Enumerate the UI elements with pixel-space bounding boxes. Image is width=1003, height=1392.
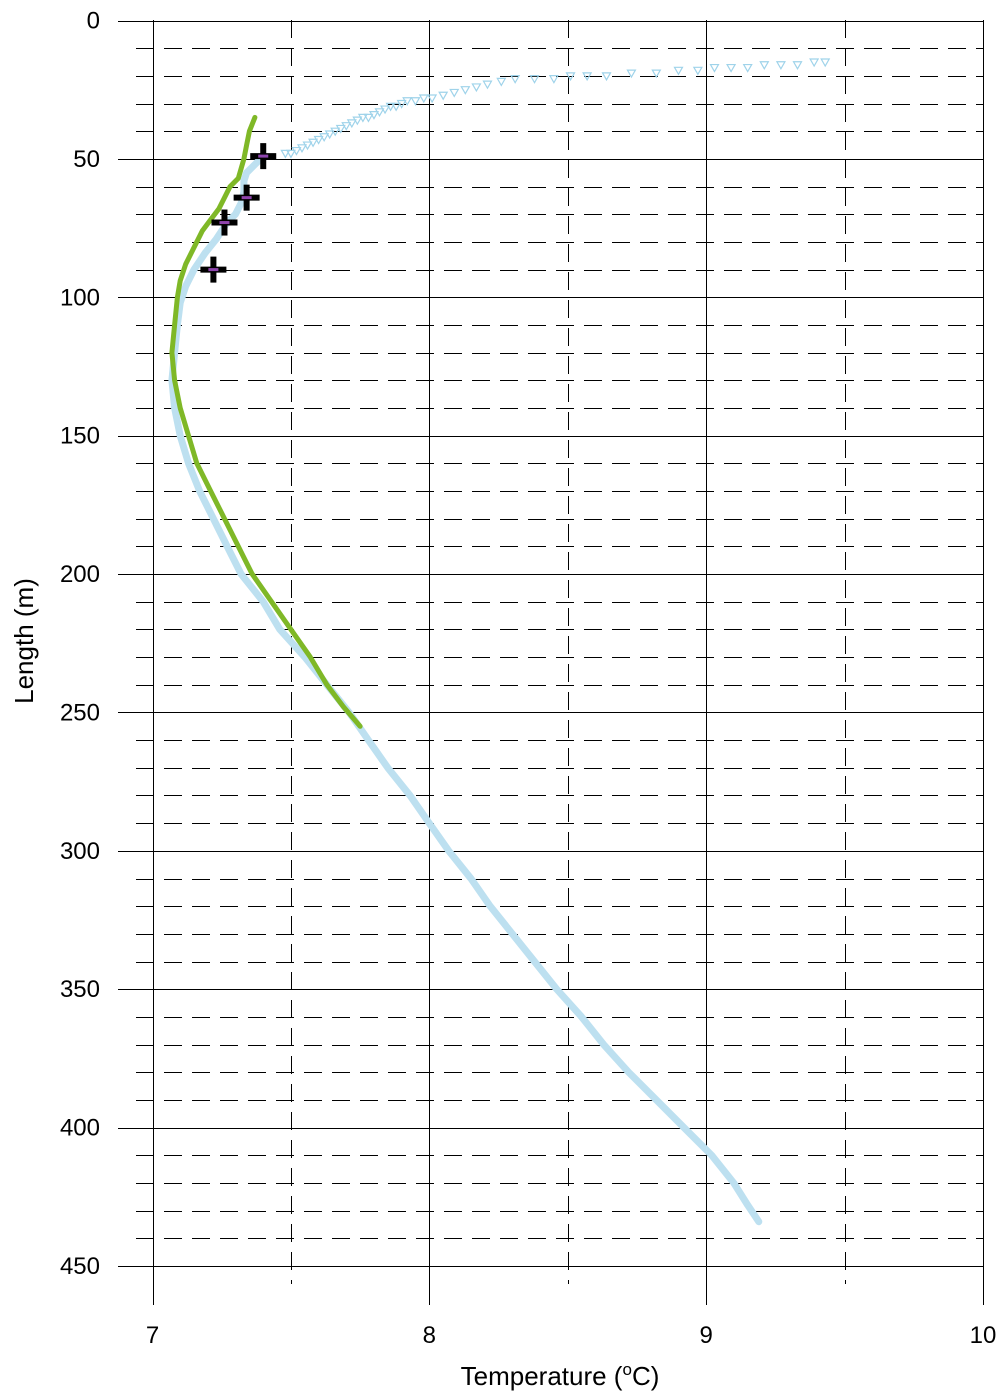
y-tick-label: 200 (60, 561, 100, 588)
x-tick-label: 9 (699, 1322, 712, 1349)
series-1-marker (792, 61, 803, 70)
series-1-marker (565, 72, 576, 82)
x-tick-label: 10 (970, 1322, 997, 1349)
y-axis-title: Length (m) (9, 578, 39, 704)
series-0-line (168, 152, 763, 1226)
series-1-marker (438, 91, 449, 101)
series-1-marker (601, 72, 612, 82)
series-1-marker (410, 97, 421, 106)
y-tick-label: 100 (60, 284, 100, 311)
series-1-marker (418, 94, 429, 104)
y-tick-label: 0 (87, 8, 100, 35)
series-1-marker (363, 113, 374, 123)
series-1-marker (285, 149, 296, 159)
x-tick-label: 7 (146, 1322, 159, 1349)
series-1-marker (496, 77, 507, 87)
series-3-marker (200, 256, 227, 283)
series-1-marker (775, 61, 786, 70)
series-1-marker (548, 75, 559, 84)
series-1-marker (427, 94, 438, 104)
series-1-marker (482, 80, 493, 90)
y-tick-label: 450 (60, 1253, 100, 1280)
x-axis-title: Temperature (oC) (461, 1360, 660, 1391)
series-1-marker (471, 83, 482, 93)
x-tick-label: 8 (423, 1322, 436, 1349)
series-2-line (169, 114, 363, 729)
series-1-marker (391, 102, 402, 112)
series-1-marker (582, 72, 593, 82)
series-1-marker (692, 66, 703, 76)
y-tick-label: 150 (60, 423, 100, 450)
series-1-marker (809, 58, 820, 68)
series-1-marker (626, 69, 637, 79)
series-3-marker (250, 143, 277, 170)
series-1-marker (726, 63, 737, 73)
series-1-marker (449, 88, 460, 98)
series-1-marker (673, 66, 684, 76)
series-1-marker (759, 61, 770, 70)
y-tick-label: 350 (60, 976, 100, 1003)
y-tick-label: 250 (60, 699, 100, 726)
series-3-marker (233, 184, 260, 211)
series-1-marker (510, 75, 521, 84)
series-1-marker (742, 63, 753, 73)
series-1-marker (460, 86, 471, 95)
series-1-marker (529, 75, 540, 84)
grid (118, 20, 984, 1305)
series-1-marker (820, 58, 831, 68)
series-1-marker (709, 63, 720, 73)
series-1-marker (651, 69, 662, 79)
series-1-marker (280, 149, 291, 159)
y-tick-label: 300 (60, 838, 100, 865)
series-3-marker (211, 209, 238, 236)
tick-labels: 0 50 100 150 200 250 300 350 400 450 7 8 9 10 (60, 8, 996, 1350)
y-tick-label: 50 (73, 146, 100, 173)
y-tick-label: 400 (60, 1115, 100, 1142)
series-layer (168, 58, 831, 1226)
